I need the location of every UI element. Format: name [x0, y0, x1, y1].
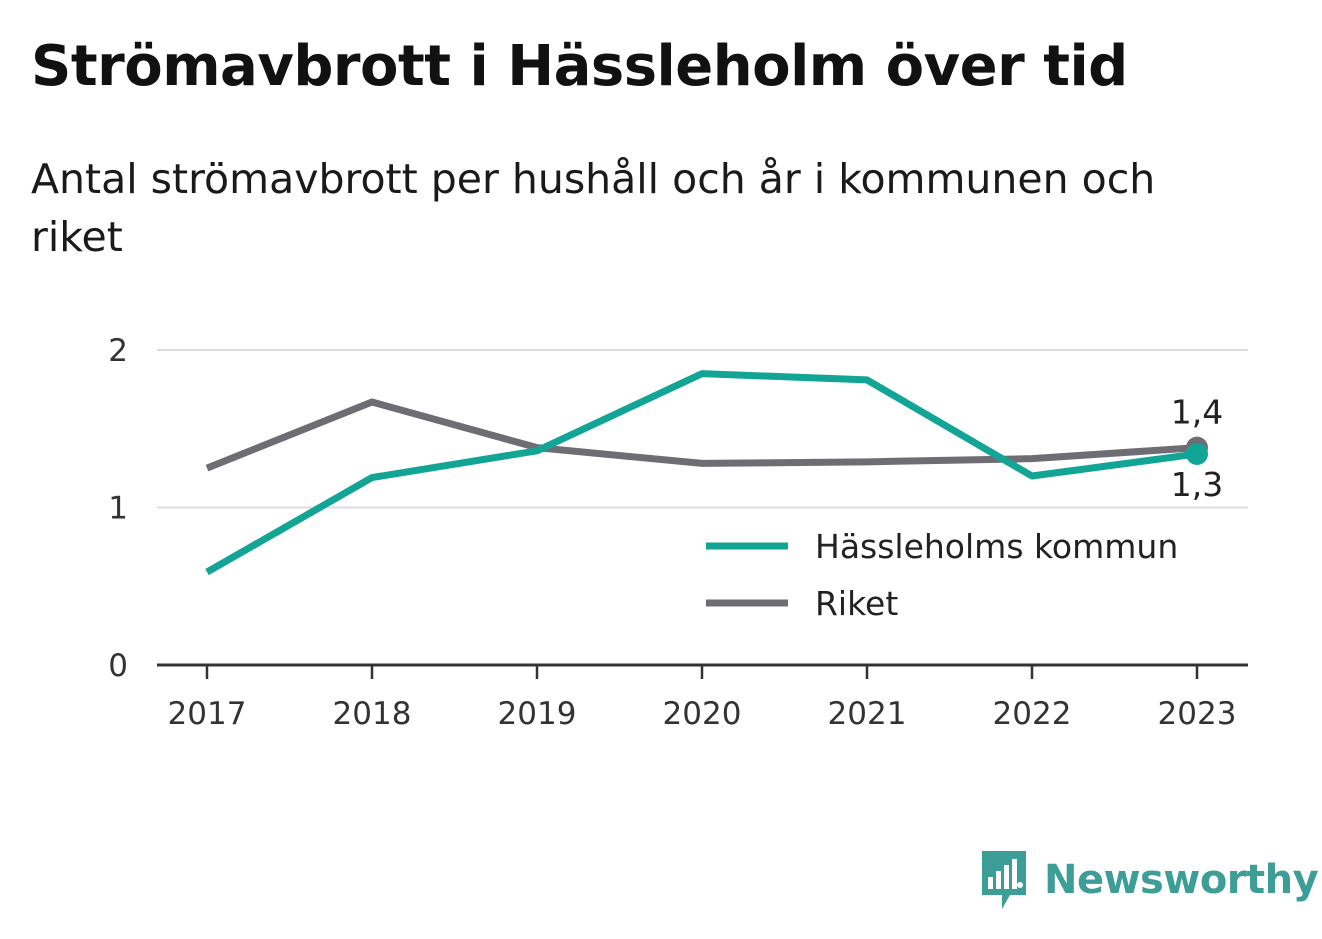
bar-chart-speech-bubble-icon — [982, 851, 1026, 909]
x-tick-label-2018: 2018 — [333, 696, 412, 732]
end-labels: 1,4 1,3 — [1171, 393, 1223, 504]
y-axis-ticks: 0 1 2 — [108, 333, 128, 684]
legend-label-h-ssleholms-kommun: Hässleholms kommun — [815, 527, 1178, 566]
x-axis: 2017 2018 2019 2020 2021 2022 2023 — [157, 663, 1248, 732]
grid-lines — [157, 349, 1248, 509]
x-tick-label-2023: 2023 — [1158, 696, 1237, 732]
x-tick-label-2022: 2022 — [993, 696, 1072, 732]
newsworthy-logo: Newsworthy — [980, 848, 1319, 912]
legend-label-riket: Riket — [815, 584, 898, 623]
x-tick-label-2020: 2020 — [663, 696, 742, 732]
y-tick-label-2: 2 — [108, 333, 128, 369]
x-tick-label-2017: 2017 — [168, 696, 247, 732]
y-tick-label-0: 0 — [108, 648, 128, 684]
x-tick-label-2019: 2019 — [498, 696, 577, 732]
end-label-riket: 1,4 — [1171, 393, 1223, 432]
logo-text: Newsworthy — [1044, 857, 1319, 903]
series-line-h-ssleholms-kommun — [205, 370, 1198, 576]
x-tick-label-2021: 2021 — [828, 696, 907, 732]
end-label-h-ssleholms-kommun: 1,3 — [1171, 465, 1223, 504]
chart-subtitle: Antal strömavbrott per hushåll och år i … — [31, 150, 1271, 266]
subtitle-line-1: Antal strömavbrott per hushåll och år i … — [31, 155, 1156, 203]
series-lines — [205, 370, 1208, 576]
legend: Hässleholms kommun Riket — [706, 527, 1178, 623]
chart-title: Strömavbrott i Hässleholm över tid — [31, 34, 1128, 99]
subtitle-line-2: riket — [31, 213, 123, 261]
end-point-h-ssleholms-kommun — [1186, 442, 1208, 465]
series-line-riket — [205, 398, 1198, 472]
y-tick-label-1: 1 — [108, 491, 128, 527]
